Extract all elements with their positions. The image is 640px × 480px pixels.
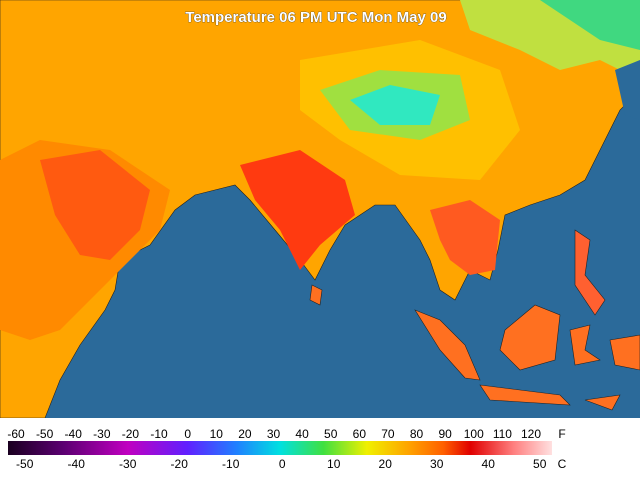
fahrenheit-tick-label: 70	[381, 427, 395, 441]
fahrenheit-tick-label: -40	[65, 427, 83, 441]
cold-tibet	[350, 85, 440, 125]
celsius-tick-label: -40	[68, 457, 86, 471]
borneo	[499, 304, 561, 371]
fahrenheit-tick-label: -10	[150, 427, 168, 441]
fahrenheit-tick-label: -50	[36, 427, 54, 441]
new-guinea	[609, 334, 640, 371]
fahrenheit-tick-label: 30	[267, 427, 281, 441]
hot-southeast-asia	[430, 200, 500, 275]
fahrenheit-tick-label: 60	[353, 427, 367, 441]
java	[479, 384, 571, 406]
fahrenheit-tick-label: 0	[184, 427, 191, 441]
celsius-tick-label: -20	[171, 457, 189, 471]
celsius-tick-label: 30	[430, 457, 444, 471]
map-title: Temperature 06 PM UTC Mon May 09	[185, 9, 446, 26]
fahrenheit-tick-label: 120	[521, 427, 541, 441]
sri-lanka	[309, 284, 323, 306]
fahrenheit-tick-label: 20	[238, 427, 252, 441]
fahrenheit-tick-label: 110	[493, 427, 512, 441]
sulawesi	[569, 324, 601, 366]
celsius-tick-label: 40	[482, 457, 496, 471]
philippines	[574, 229, 606, 316]
sea-of-japan	[615, 60, 640, 120]
fahrenheit-tick-label: 90	[438, 427, 452, 441]
celsius-tick-label: 20	[379, 457, 393, 471]
celsius-tick-label: 50	[533, 457, 547, 471]
cold-north	[540, 0, 640, 50]
map: Temperature 06 PM UTC Mon May 09	[0, 0, 640, 419]
fahrenheit-tick-label: 10	[210, 427, 224, 441]
celsius-tick-label: -30	[119, 457, 137, 471]
celsius-unit: C	[558, 457, 567, 471]
celsius-tick-label: -50	[16, 457, 34, 471]
fahrenheit-tick-label: 40	[295, 427, 309, 441]
fahrenheit-tick-label: -60	[7, 427, 25, 441]
sumatra	[414, 309, 481, 381]
hot-arabia	[40, 150, 150, 260]
hot-india	[240, 150, 355, 270]
fahrenheit-tick-label: 100	[464, 427, 484, 441]
celsius-tick-label: 0	[279, 457, 286, 471]
celsius-tick-label: 10	[327, 457, 341, 471]
fahrenheit-tick-label: -20	[122, 427, 140, 441]
timor	[584, 394, 621, 411]
fahrenheit-tick-label: -30	[93, 427, 111, 441]
fahrenheit-unit: F	[558, 427, 565, 441]
celsius-tick-label: -10	[222, 457, 240, 471]
fahrenheit-tick-label: 50	[324, 427, 338, 441]
color-scale	[8, 441, 552, 455]
fahrenheit-tick-label: 80	[410, 427, 424, 441]
